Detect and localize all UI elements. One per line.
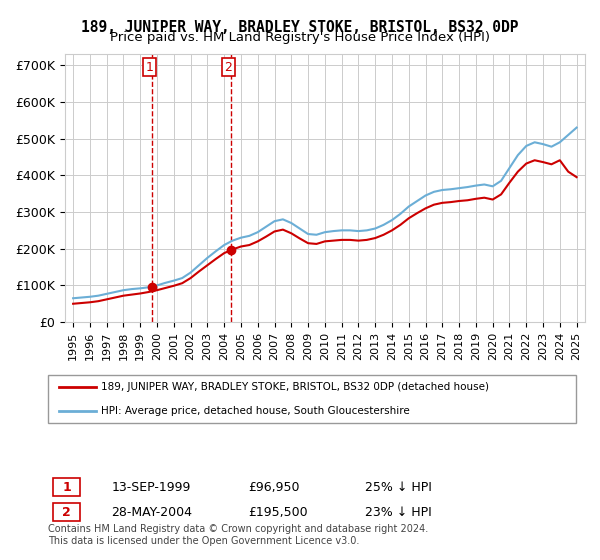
Text: Price paid vs. HM Land Registry's House Price Index (HPI): Price paid vs. HM Land Registry's House …	[110, 31, 490, 44]
Text: 1: 1	[62, 480, 71, 493]
Text: 13-SEP-1999: 13-SEP-1999	[112, 480, 191, 493]
Text: 189, JUNIPER WAY, BRADLEY STOKE, BRISTOL, BS32 0DP: 189, JUNIPER WAY, BRADLEY STOKE, BRISTOL…	[81, 20, 519, 35]
Text: £195,500: £195,500	[248, 506, 308, 519]
Text: HPI: Average price, detached house, South Gloucestershire: HPI: Average price, detached house, Sout…	[101, 406, 410, 416]
Text: 2: 2	[224, 60, 232, 73]
Text: 2: 2	[62, 506, 71, 519]
Text: Contains HM Land Registry data © Crown copyright and database right 2024.
This d: Contains HM Land Registry data © Crown c…	[48, 524, 428, 546]
FancyBboxPatch shape	[48, 375, 576, 423]
Text: 1: 1	[146, 60, 154, 73]
Text: 28-MAY-2004: 28-MAY-2004	[112, 506, 193, 519]
FancyBboxPatch shape	[53, 503, 80, 521]
Text: 189, JUNIPER WAY, BRADLEY STOKE, BRISTOL, BS32 0DP (detached house): 189, JUNIPER WAY, BRADLEY STOKE, BRISTOL…	[101, 382, 489, 392]
Text: 23% ↓ HPI: 23% ↓ HPI	[365, 506, 431, 519]
Text: 25% ↓ HPI: 25% ↓ HPI	[365, 480, 431, 493]
Text: £96,950: £96,950	[248, 480, 300, 493]
FancyBboxPatch shape	[53, 478, 80, 496]
